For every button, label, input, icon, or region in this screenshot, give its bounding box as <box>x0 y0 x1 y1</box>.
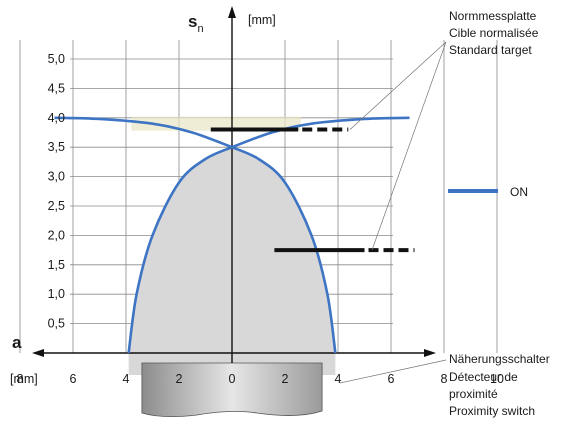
switch-housing <box>141 362 323 417</box>
y-tick-label-5: 2,5 <box>48 199 65 213</box>
y-tick-label-7: 1,5 <box>48 258 65 272</box>
switch-label-en: Proximity switch <box>449 404 535 418</box>
x-tick-label-3: 4 <box>123 372 130 386</box>
y-axis-symbol: sn <box>188 12 204 35</box>
x-axis-arrow-left <box>32 349 44 357</box>
on-curve-1 <box>231 146 337 354</box>
axes <box>32 6 436 363</box>
tick-labels: 5,0 4,5 4,0 3,5 3,0 2,5 2,0 1,5 1,0 0,5 10 8 6 4 2 0 2 4 6… <box>17 52 504 386</box>
y-axis-symbol-sub: n <box>197 23 203 35</box>
switch-label-fr: Détecteur de <box>449 370 518 384</box>
y-tick-label-2: 4,0 <box>48 111 65 125</box>
target-annotation: Normmessplatte Cible normalisée Standard… <box>449 9 539 57</box>
on-curve-3 <box>231 116 410 149</box>
y-axis-unit: [mm] <box>248 13 276 27</box>
response-curves <box>54 116 410 354</box>
leader-switch <box>339 359 447 384</box>
legend: ON <box>448 185 528 199</box>
x-tick-label-6: 2 <box>282 372 289 386</box>
legend-label: ON <box>510 185 528 199</box>
on-curve-0 <box>127 146 233 354</box>
y-tick-label-3: 3,5 <box>48 140 65 154</box>
switch-label-de: Näherungsschalter <box>449 352 550 366</box>
x-tick-label-10: 10 <box>490 372 504 386</box>
x-axis-arrow-right <box>424 349 436 357</box>
y-tick-label-9: 0,5 <box>48 317 65 331</box>
proximity-switch-body <box>141 362 323 417</box>
leader-lines <box>339 41 447 384</box>
x-axis-unit: [mm] <box>10 372 38 386</box>
switch-label-fr-2: proximité <box>449 387 498 401</box>
x-tick-label-4: 2 <box>176 372 183 386</box>
x-tick-label-5: 0 <box>229 372 236 386</box>
y-tick-label-8: 1,0 <box>48 287 65 301</box>
x-axis-symbol: a <box>12 333 22 352</box>
target-label-fr: Cible normalisée <box>449 26 539 40</box>
x-tick-label-8: 6 <box>388 372 395 386</box>
y-tick-label-4: 3,0 <box>48 170 65 184</box>
y-axis-arrow <box>228 6 236 18</box>
x-tick-label-1: 8 <box>17 372 24 386</box>
standard-target-markers <box>210 127 415 253</box>
on-curve-2 <box>54 116 233 149</box>
x-tick-label-7: 4 <box>335 372 342 386</box>
target-label-de: Normmessplatte <box>449 9 537 23</box>
x-tick-label-2: 6 <box>70 372 77 386</box>
y-tick-label-1: 4,5 <box>48 81 65 95</box>
target-label-en: Standard target <box>449 43 532 57</box>
x-tick-label-9: 8 <box>441 372 448 386</box>
leader-target-upper <box>349 41 447 130</box>
y-tick-label-0: 5,0 <box>48 52 65 66</box>
leader-target-lower <box>371 41 447 251</box>
switch-annotation: Näherungsschalter Détecteur de proximité… <box>449 352 550 418</box>
y-tick-label-6: 2,0 <box>48 228 65 242</box>
